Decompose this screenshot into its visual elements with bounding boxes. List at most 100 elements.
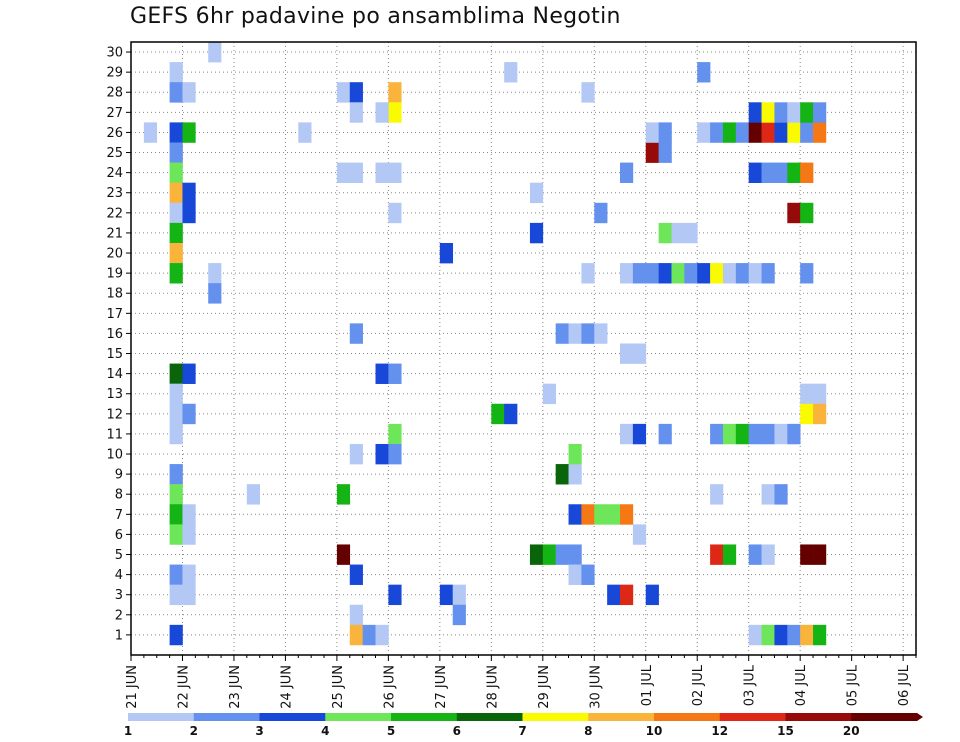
heatmap-cell [169, 82, 183, 103]
y-tick-label: 13 [106, 387, 123, 402]
heatmap-cell [169, 62, 183, 83]
x-axis: 21 JUN 22 JUN 23 JUN 24 JUN 25 JUN 26 JUN 27 J… [125, 655, 917, 709]
heatmap-cell [375, 624, 389, 646]
x-tick-label: 28 JUN [485, 665, 500, 709]
heatmap-cell [722, 544, 737, 565]
heatmap-cell [169, 363, 183, 384]
colorbar-label: 3 [255, 724, 263, 738]
heatmap-cell [581, 82, 595, 103]
heatmap-cell [735, 423, 750, 445]
heatmap-cell [710, 263, 724, 284]
heatmap-cell [169, 142, 183, 163]
heatmap-cell [182, 584, 196, 606]
heatmap-cell [787, 162, 801, 183]
colorbar-swatch [522, 713, 589, 721]
heatmap-cell [787, 624, 801, 646]
heatmap-cell [336, 162, 351, 183]
heatmap-cell [761, 263, 775, 284]
heatmap-cell [710, 544, 724, 565]
heatmap-cell [620, 162, 634, 183]
heatmap-cell [452, 604, 466, 626]
heatmap-cell [336, 544, 351, 565]
heatmap-cell [542, 383, 556, 405]
heatmap-cell [800, 202, 814, 224]
heatmap-cell [800, 544, 814, 565]
heatmap-cell [761, 624, 775, 646]
y-tick-label: 23 [106, 186, 123, 201]
y-tick-label: 8 [115, 488, 123, 503]
heatmap-cell [620, 343, 634, 364]
heatmap-cell [787, 122, 801, 143]
heatmap-cell [169, 122, 183, 143]
heatmap-cell [684, 263, 698, 284]
heatmap-cell [671, 222, 685, 244]
y-tick-label: 26 [106, 126, 123, 141]
heatmap-cell [761, 162, 775, 183]
heatmap-cell [568, 544, 582, 565]
heatmap-cell [169, 242, 183, 264]
heatmap-cell [658, 122, 672, 143]
colorbar-label: 10 [646, 724, 663, 738]
heatmap-cell [568, 464, 582, 485]
heatmap-cell [813, 544, 827, 565]
y-tick-label: 2 [115, 608, 123, 623]
heatmap-cell [594, 323, 608, 344]
heatmap-cell [336, 484, 351, 505]
colorbar-label: 12 [711, 724, 728, 738]
heatmap-cell [748, 624, 762, 646]
heatmap-cell [658, 142, 672, 163]
heatmap-cell [439, 242, 454, 264]
heatmap-cell [555, 323, 569, 344]
colorbar-legend: 1 2 3 4 5 6 7 8 10 12 15 20 [124, 713, 923, 738]
heatmap-cell [568, 443, 582, 465]
heatmap-cell [722, 263, 737, 284]
y-tick-label: 17 [106, 307, 123, 322]
heatmap-cell [182, 564, 196, 585]
heatmap-cell [182, 182, 196, 204]
heatmap-cell [362, 624, 376, 646]
y-tick-label: 5 [115, 548, 123, 563]
heatmap-cell [388, 584, 402, 606]
heatmap-cell [607, 584, 621, 606]
heatmap-cell [645, 122, 659, 143]
heatmap-cell [298, 122, 312, 143]
heatmap-cell [620, 423, 634, 445]
heatmap-cell [632, 343, 647, 364]
heatmap-cell [349, 162, 363, 183]
heatmap-cell [169, 383, 183, 405]
colorbar-label: 4 [321, 724, 329, 738]
heatmap-cell [632, 423, 647, 445]
heatmap-cell [697, 122, 711, 143]
heatmap-cell [246, 484, 260, 505]
heatmap-cell [632, 524, 647, 545]
heatmap-cell [349, 624, 363, 646]
heatmap-cell [529, 222, 544, 244]
y-tick-label: 29 [106, 66, 123, 81]
heatmap-cell [774, 624, 788, 646]
heatmap-cell [208, 263, 222, 284]
heatmap-cell [182, 403, 196, 425]
heatmap-cell [813, 403, 827, 425]
heatmap-cell [529, 544, 544, 565]
y-tick-label: 24 [106, 166, 123, 181]
heatmap-cell [388, 162, 402, 183]
heatmap-cell [169, 423, 183, 445]
colorbar-swatch [588, 713, 655, 721]
heatmap-cell [800, 624, 814, 646]
heatmap-cell [169, 182, 183, 204]
heatmap-cell [710, 122, 724, 143]
heatmap-cell [452, 584, 466, 606]
heatmap-cell [388, 423, 402, 445]
heatmap-cell [555, 464, 569, 485]
heatmap-cell [787, 102, 801, 123]
plot-frame [130, 41, 917, 656]
y-tick-label: 9 [115, 468, 123, 483]
heatmap-cell [800, 122, 814, 143]
heatmap-cell [169, 624, 183, 646]
x-tick-label: 27 JUN [434, 665, 449, 709]
heatmap-cell [645, 584, 659, 606]
heatmap-cell [697, 263, 711, 284]
heatmap-cell [491, 403, 505, 425]
colorbar-label: 6 [453, 724, 461, 738]
colorbar-label: 1 [124, 724, 132, 738]
